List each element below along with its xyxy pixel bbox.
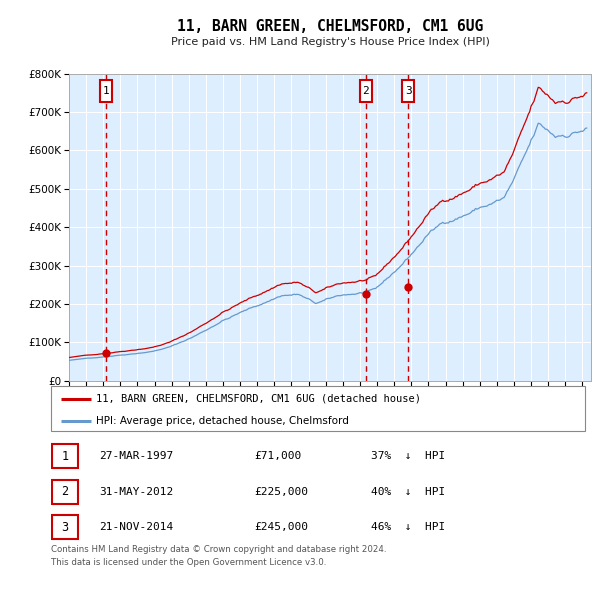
Text: 11, BARN GREEN, CHELMSFORD, CM1 6UG: 11, BARN GREEN, CHELMSFORD, CM1 6UG <box>177 19 483 34</box>
Text: 1: 1 <box>103 86 109 96</box>
FancyBboxPatch shape <box>100 80 112 101</box>
Text: 2: 2 <box>61 485 68 498</box>
Text: 27-MAR-1997: 27-MAR-1997 <box>99 451 173 461</box>
FancyBboxPatch shape <box>51 386 585 431</box>
Text: Price paid vs. HM Land Registry's House Price Index (HPI): Price paid vs. HM Land Registry's House … <box>170 38 490 47</box>
Text: £225,000: £225,000 <box>254 487 308 497</box>
FancyBboxPatch shape <box>359 80 371 101</box>
Text: 2: 2 <box>362 86 369 96</box>
Text: 3: 3 <box>405 86 412 96</box>
Text: 46%  ↓  HPI: 46% ↓ HPI <box>371 522 446 532</box>
Text: 1: 1 <box>61 450 68 463</box>
FancyBboxPatch shape <box>52 515 78 539</box>
Text: 31-MAY-2012: 31-MAY-2012 <box>99 487 173 497</box>
Text: 3: 3 <box>61 520 68 533</box>
Text: 37%  ↓  HPI: 37% ↓ HPI <box>371 451 446 461</box>
FancyBboxPatch shape <box>403 80 415 101</box>
Text: £245,000: £245,000 <box>254 522 308 532</box>
Text: 11, BARN GREEN, CHELMSFORD, CM1 6UG (detached house): 11, BARN GREEN, CHELMSFORD, CM1 6UG (det… <box>97 394 421 404</box>
Text: 21-NOV-2014: 21-NOV-2014 <box>99 522 173 532</box>
Text: HPI: Average price, detached house, Chelmsford: HPI: Average price, detached house, Chel… <box>97 416 349 426</box>
FancyBboxPatch shape <box>52 444 78 468</box>
Text: 40%  ↓  HPI: 40% ↓ HPI <box>371 487 446 497</box>
Text: £71,000: £71,000 <box>254 451 301 461</box>
Text: Contains HM Land Registry data © Crown copyright and database right 2024.: Contains HM Land Registry data © Crown c… <box>51 545 386 553</box>
FancyBboxPatch shape <box>52 480 78 504</box>
Text: This data is licensed under the Open Government Licence v3.0.: This data is licensed under the Open Gov… <box>51 558 326 566</box>
